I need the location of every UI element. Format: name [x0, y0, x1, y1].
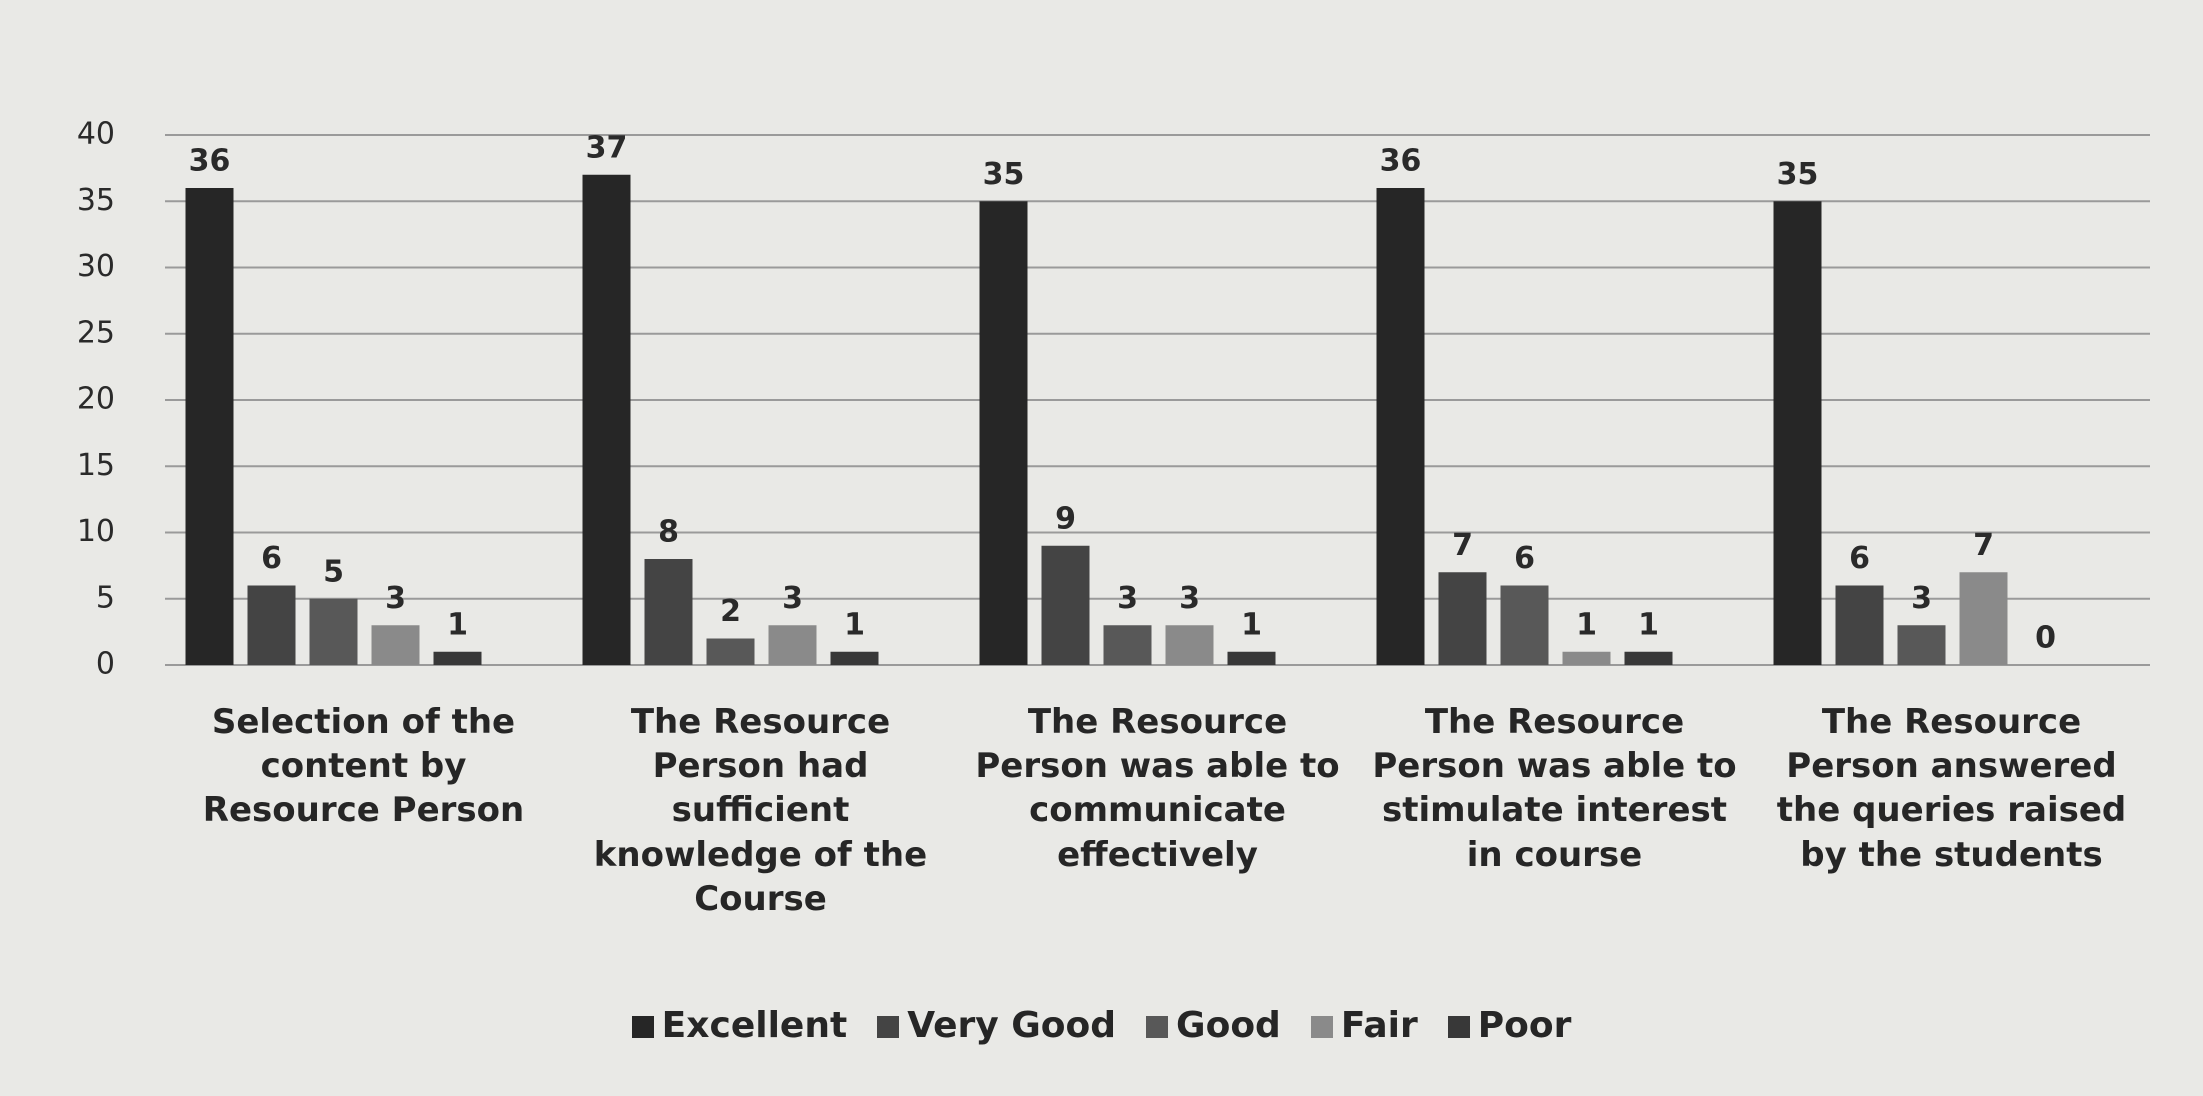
bar — [433, 651, 482, 665]
data-label: 7 — [1452, 528, 1473, 563]
bar — [1624, 651, 1673, 665]
data-label: 37 — [586, 130, 628, 165]
bar — [1165, 625, 1214, 665]
bar — [1959, 572, 2008, 665]
data-label: 1 — [1638, 607, 1659, 642]
bar — [1562, 651, 1611, 665]
y-tick-label: 15 — [77, 448, 115, 483]
legend-swatch — [877, 1016, 900, 1038]
legend-label: Good — [1176, 1005, 1281, 1046]
legend: Excellent Very Good Good Fair Poor — [0, 1005, 2203, 1046]
data-label: 35 — [1777, 157, 1819, 192]
y-tick-label: 5 — [96, 580, 115, 615]
data-label: 8 — [658, 515, 679, 550]
data-label: 3 — [385, 581, 406, 616]
data-label: 2 — [720, 594, 741, 629]
legend-item: Poor — [1447, 1005, 1572, 1046]
data-label: 3 — [1179, 581, 1200, 616]
legend-item: Very Good — [877, 1005, 1116, 1046]
data-label: 0 — [2035, 621, 2056, 656]
x-tick-label: The Resource Person was able to stimulat… — [1372, 702, 1737, 875]
legend-item: Fair — [1310, 1005, 1418, 1046]
bar — [830, 651, 879, 665]
legend-item: Excellent — [631, 1005, 848, 1046]
bar — [1773, 201, 1822, 665]
bar — [979, 201, 1028, 665]
y-tick-label: 40 — [77, 117, 115, 152]
data-label: 1 — [447, 607, 468, 642]
data-label: 3 — [782, 581, 803, 616]
data-label: 7 — [1973, 528, 1994, 563]
bar — [1500, 585, 1549, 665]
bar — [1103, 625, 1152, 665]
x-tick-label: The Resource Person had sufficient knowl… — [593, 702, 928, 919]
bar — [247, 585, 296, 665]
legend-swatch — [1146, 1016, 1169, 1038]
data-label: 6 — [1514, 541, 1535, 576]
bar — [582, 174, 631, 665]
data-label: 3 — [1911, 581, 1932, 616]
x-tick-label: The Resource Person was able to communic… — [975, 702, 1340, 875]
data-label: 36 — [1380, 144, 1422, 179]
bar — [706, 638, 755, 665]
bar — [1835, 585, 1884, 665]
data-label: 35 — [983, 157, 1025, 192]
bar — [371, 625, 420, 665]
y-tick-label: 10 — [77, 514, 115, 549]
data-label: 1 — [844, 607, 865, 642]
bar — [309, 598, 358, 665]
data-label: 1 — [1241, 607, 1262, 642]
bar — [1041, 545, 1090, 665]
x-tick-label: The Resource Person answered the queries… — [1776, 702, 2127, 875]
y-tick-label: 30 — [77, 249, 115, 284]
legend-label: Very Good — [907, 1005, 1117, 1046]
data-label: 6 — [1849, 541, 1870, 576]
bar — [644, 559, 693, 665]
y-tick-label: 35 — [77, 183, 115, 218]
legend-swatch — [1447, 1016, 1470, 1038]
bar — [768, 625, 817, 665]
y-tick-label: 0 — [96, 647, 115, 682]
legend-swatch — [631, 1016, 654, 1038]
y-tick-label: 20 — [77, 382, 115, 417]
data-label: 1 — [1576, 607, 1597, 642]
bar — [1438, 572, 1487, 665]
data-label: 6 — [261, 541, 282, 576]
bar — [1227, 651, 1276, 665]
legend-swatch — [1310, 1016, 1333, 1038]
y-tick-label: 25 — [77, 315, 115, 350]
data-label: 5 — [323, 554, 344, 589]
data-label: 3 — [1117, 581, 1138, 616]
bar — [185, 188, 234, 665]
bar — [1897, 625, 1946, 665]
data-label: 9 — [1055, 501, 1076, 536]
x-tick-label: Selection of the content by Resource Per… — [202, 702, 525, 831]
bar — [1376, 188, 1425, 665]
legend-item: Good — [1146, 1005, 1281, 1046]
legend-label: Excellent — [661, 1005, 848, 1046]
legend-label: Fair — [1340, 1005, 1418, 1046]
legend-label: Poor — [1477, 1005, 1572, 1046]
data-label: 36 — [189, 144, 231, 179]
